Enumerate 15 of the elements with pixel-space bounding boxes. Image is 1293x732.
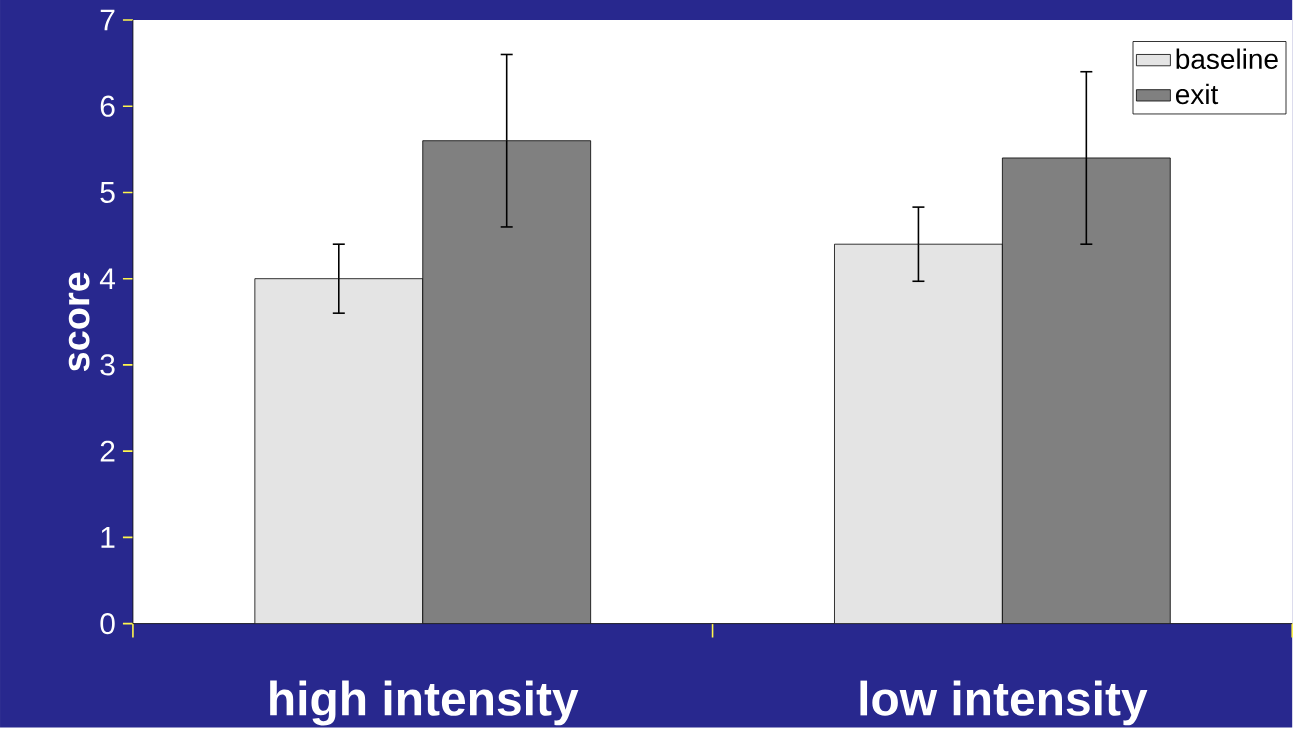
y-tick-label: 7	[100, 9, 115, 31]
y-tick-label: 6	[100, 95, 115, 117]
y-tick-label: 1	[101, 527, 115, 548]
y-tick-label: 4	[99, 268, 116, 289]
y-axis-title: score	[68, 272, 90, 372]
bar	[834, 243, 1003, 624]
legend-label: exit	[1175, 83, 1219, 105]
legend-label: baseline	[1176, 48, 1278, 69]
y-tick-label: 3	[100, 354, 115, 376]
x-tick-label: low intensity	[860, 680, 1148, 726]
y-tick-label: 5	[100, 181, 115, 203]
y-tick-label: 2	[100, 440, 115, 462]
y-tick-label: 0	[100, 612, 115, 635]
x-tick-label: high intensity	[270, 680, 579, 726]
bar	[254, 278, 423, 624]
